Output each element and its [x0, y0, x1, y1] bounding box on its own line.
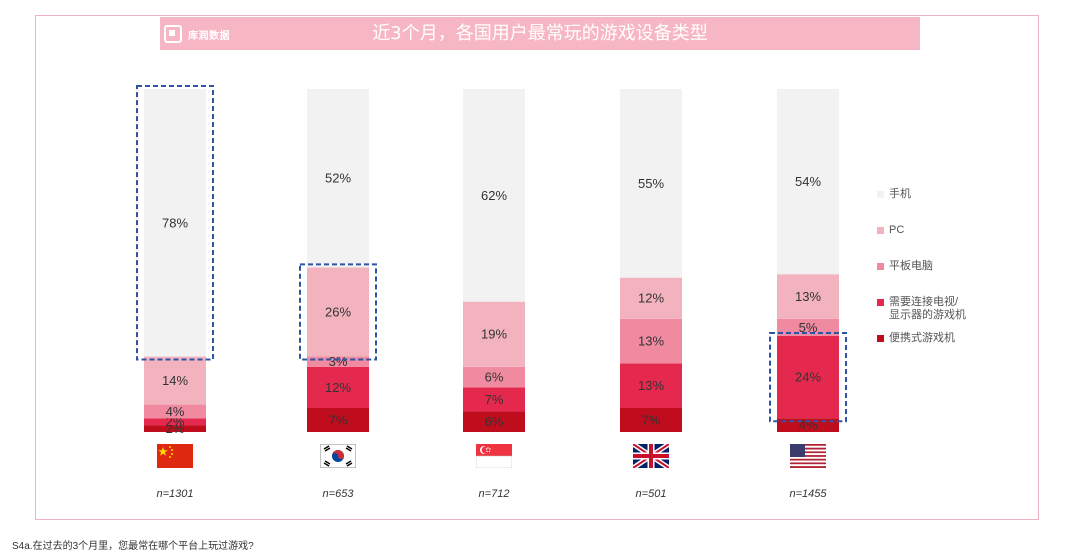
bar-segment	[620, 89, 682, 278]
bar-segment	[777, 335, 839, 419]
chart-frame	[35, 15, 1039, 520]
data-label: 4%	[166, 404, 185, 419]
data-label: 6%	[485, 414, 504, 429]
legend-swatch	[877, 227, 884, 234]
bar-segment	[463, 366, 525, 388]
data-label: 13%	[638, 378, 664, 393]
brand-name: 库润数据	[188, 30, 230, 42]
data-label: 12%	[638, 291, 664, 306]
data-label: 7%	[642, 412, 661, 427]
data-label: 4%	[799, 418, 818, 433]
bar-segment	[463, 301, 525, 367]
sample-size-label: n=712	[478, 488, 510, 500]
bar-segment	[144, 356, 206, 405]
legend-swatch	[877, 263, 884, 270]
bar-segment	[777, 318, 839, 336]
highlight-box	[136, 85, 214, 361]
korea-flag-icon	[319, 443, 357, 469]
bar-segment	[307, 366, 369, 408]
data-label: 78%	[162, 215, 188, 230]
bar-segment	[620, 363, 682, 408]
data-label: 24%	[795, 370, 821, 385]
title-bar	[160, 17, 920, 50]
data-label: 5%	[799, 320, 818, 335]
data-label: 7%	[485, 392, 504, 407]
legend-item: PC	[877, 224, 904, 237]
sample-size-label: n=653	[322, 488, 354, 500]
bar-segment	[620, 277, 682, 319]
bar-segment	[307, 356, 369, 367]
bar-segment	[463, 411, 525, 432]
bar-segment	[463, 89, 525, 302]
legend-label: 需要连接电视/显示器的游戏机	[889, 296, 966, 321]
uk-flag-icon	[631, 441, 671, 471]
logo-icon	[164, 25, 182, 43]
legend-item: 平板电脑	[877, 260, 933, 273]
data-label: 3%	[329, 354, 348, 369]
sample-size-label: n=1301	[156, 488, 194, 500]
data-label: 26%	[325, 304, 351, 319]
sample-size-label: n=1455	[789, 488, 827, 500]
legend-label: 手机	[889, 188, 911, 200]
highlight-box	[299, 263, 377, 361]
bar-segment	[620, 318, 682, 364]
data-label: 19%	[481, 327, 507, 342]
chart-title: 近3个月，各国用户最常玩的游戏设备类型	[372, 23, 708, 44]
bar-segment	[777, 274, 839, 319]
usa-flag-icon	[790, 444, 826, 468]
highlight-box	[769, 331, 847, 423]
bar-segment	[620, 407, 682, 432]
bar-segment	[307, 407, 369, 432]
legend-item: 便携式游戏机	[877, 332, 955, 345]
data-label: 12%	[325, 380, 351, 395]
bar-segment	[463, 387, 525, 412]
bar-segment	[144, 425, 206, 432]
data-label: 13%	[638, 334, 664, 349]
china-flag-icon	[157, 444, 193, 468]
data-label: 14%	[162, 373, 188, 388]
bar-segment	[144, 89, 206, 357]
legend-label: 平板电脑	[889, 260, 933, 272]
legend-swatch	[877, 299, 884, 306]
sample-size-label: n=501	[635, 488, 667, 500]
footnote: S4a.在过去的3个月里，您最常在哪个平台上玩过游戏?	[12, 541, 254, 552]
bar-segment	[144, 404, 206, 419]
data-label: 52%	[325, 171, 351, 186]
data-label: 62%	[481, 188, 507, 203]
legend-label: PC	[889, 224, 905, 236]
data-label: 13%	[795, 289, 821, 304]
bar-segment	[144, 418, 206, 426]
data-label: 55%	[638, 176, 664, 191]
bar-segment	[777, 89, 839, 275]
legend-item: 需要连接电视/显示器的游戏机	[877, 296, 969, 322]
bar-segment	[307, 89, 369, 268]
data-label: 6%	[485, 370, 504, 385]
data-label: 54%	[795, 174, 821, 189]
bar-segment	[307, 267, 369, 357]
brand-logo: 库润数据	[164, 22, 230, 46]
data-label: 7%	[329, 412, 348, 427]
singapore-flag-icon	[475, 444, 513, 469]
legend-swatch	[877, 335, 884, 342]
legend-item: 手机	[877, 188, 911, 201]
legend-label: 便携式游戏机	[889, 332, 955, 344]
legend-swatch	[877, 191, 884, 198]
